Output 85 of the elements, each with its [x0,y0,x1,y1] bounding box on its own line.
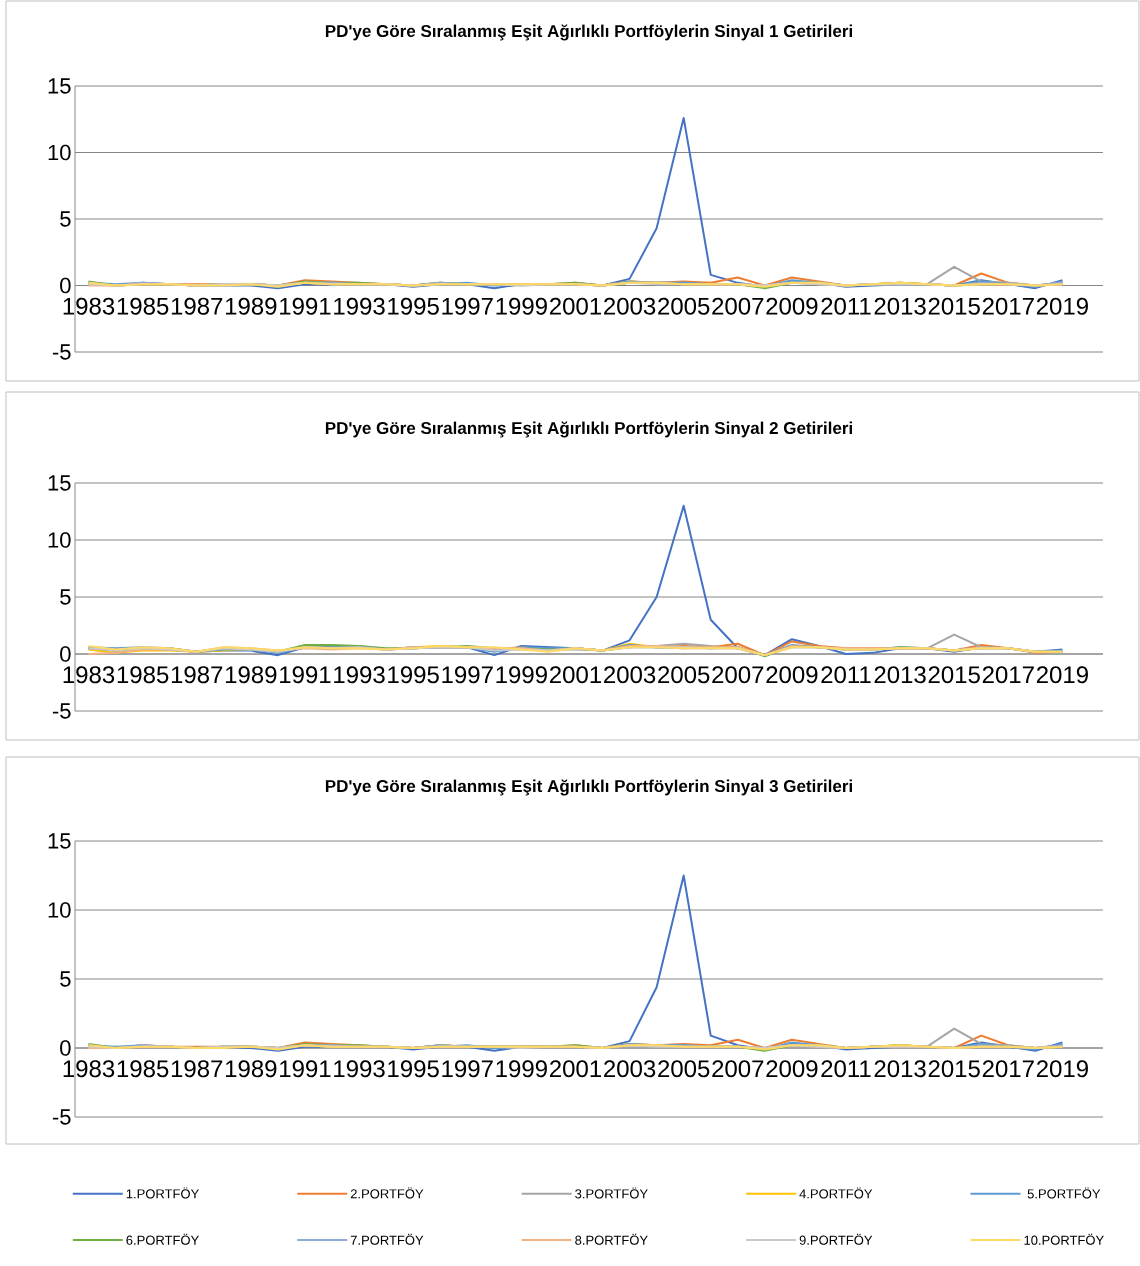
y-tick-label: -5 [52,703,71,719]
y-tick-label: 0 [60,1040,71,1056]
x-tick-label: 1995 [388,666,439,684]
legend-label: 1.PORTFÖY [126,1187,199,1199]
x-tick-label: 1987 [171,297,223,315]
x-tick-label: 1987 [171,666,223,684]
x-tick-label: 2013 [874,1060,926,1078]
x-tick-label: 2019 [1036,297,1088,315]
x-tick-label: 2015 [928,666,980,684]
x-tick-label: 1991 [280,297,331,315]
x-tick-label: 2007 [712,297,764,315]
x-tick-label: 1985 [117,666,169,684]
legend-label: 4.PORTFÖY [799,1187,873,1199]
y-tick-label: 5 [60,589,71,605]
x-tick-label: 1985 [117,1060,169,1078]
x-tick-label: 2009 [766,666,818,684]
x-tick-label: 1993 [334,1060,385,1078]
y-tick-label: 10 [48,144,71,161]
x-tick-label: 1991 [280,666,331,684]
x-tick-label: 2001 [549,666,601,684]
legend-label: 3.PORTFÖY [575,1187,648,1199]
x-tick-label: 1999 [496,666,547,684]
x-tick-label: 1983 [63,297,115,315]
x-tick-label: 2011 [821,666,871,684]
y-tick-label: -5 [52,344,71,360]
x-tick-label: 2019 [1036,666,1088,684]
x-tick-label: 1997 [442,666,493,684]
x-tick-label: 2003 [604,297,656,315]
chart-title: PD'ye Göre Sıralanmış Eşit Ağırlıklı Portföylerin Sinyal 1 Getirileri [325,24,852,41]
x-tick-label: 2015 [928,1060,980,1078]
y-tick-label: 0 [60,646,71,662]
y-tick-label: 5 [60,971,71,987]
x-tick-label: 2011 [821,297,871,315]
x-tick-label: 1993 [334,297,385,315]
x-tick-label: 2003 [604,1060,656,1078]
x-tick-label: 2007 [712,666,764,684]
x-tick-label: 1983 [63,666,115,684]
x-tick-label: 1989 [225,666,277,684]
x-tick-label: 1997 [442,1060,493,1078]
x-tick-label: 2005 [658,666,710,684]
x-tick-label: 1985 [117,297,169,315]
x-tick-label: 1999 [496,297,547,315]
x-tick-label: 1995 [388,1060,439,1078]
chart-title: PD'ye Göre Sıralanmış Eşit Ağırlıklı Portföylerin Sinyal 3 Getirileri [325,779,852,796]
x-tick-label: 2017 [982,1060,1034,1078]
x-tick-label: 2005 [658,297,710,315]
x-tick-label: 2019 [1036,1060,1088,1078]
x-tick-label: 2015 [928,297,980,315]
x-tick-label: 1999 [496,1060,547,1078]
x-tick-label: 1991 [280,1060,331,1078]
y-tick-label: 15 [48,475,71,491]
x-tick-label: 2013 [874,666,926,684]
y-tick-label: 10 [48,902,71,918]
y-tick-label: 5 [60,211,71,227]
x-tick-label: 2003 [604,666,656,684]
y-tick-label: 0 [60,277,71,294]
legend-label: 6.PORTFÖY [126,1233,199,1245]
x-tick-label: 1983 [63,1060,115,1078]
x-tick-label: 1989 [225,297,277,315]
x-tick-label: 2017 [982,297,1034,315]
legend-label: 2.PORTFÖY [350,1187,424,1199]
x-tick-label: 1993 [334,666,385,684]
x-tick-label: 2007 [712,1060,764,1078]
x-tick-label: 2001 [549,1060,601,1078]
chart-title: PD'ye Göre Sıralanmış Eşit Ağırlıklı Portföylerin Sinyal 2 Getirileri [325,421,852,438]
y-tick-label: 15 [48,78,71,94]
y-tick-label: 15 [48,833,71,849]
x-tick-label: 2005 [658,1060,710,1078]
x-tick-label: 1987 [171,1060,223,1078]
x-tick-label: 1989 [225,1060,277,1078]
x-tick-label: 2017 [982,666,1034,684]
x-tick-label: 2001 [549,297,601,315]
legend-label: 10.PORTFÖY [1024,1233,1104,1245]
legend-label: 7.PORTFÖY [350,1233,424,1245]
y-tick-label: -5 [52,1109,71,1125]
y-tick-label: 10 [48,532,71,548]
x-tick-label: 2013 [874,297,926,315]
legend-label: 9.PORTFÖY [799,1233,873,1245]
x-tick-label: 1995 [388,297,439,315]
x-tick-label: 2011 [821,1060,871,1078]
x-tick-label: 1997 [442,297,493,315]
legend-label: 5.PORTFÖY [1027,1187,1101,1199]
legend-label: 8.PORTFÖY [575,1233,648,1245]
x-tick-label: 2009 [766,297,818,315]
x-tick-label: 2009 [766,1060,818,1078]
